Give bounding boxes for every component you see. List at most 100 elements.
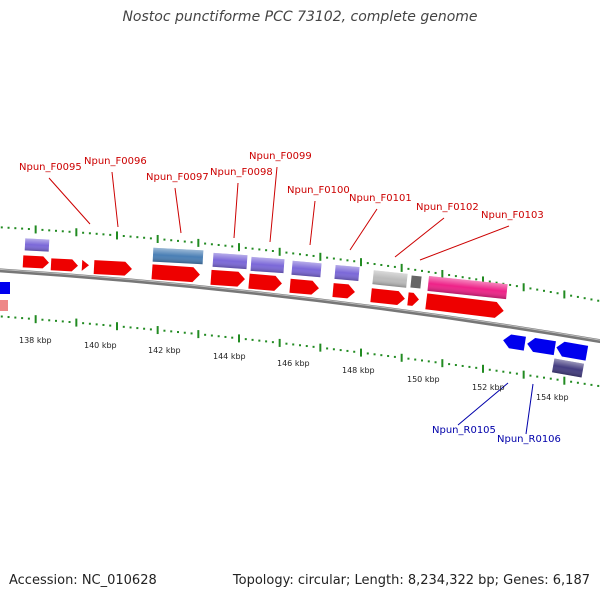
minor-tick (285, 342, 288, 345)
minor-tick (407, 357, 410, 360)
cds-arrow[interactable] (50, 258, 79, 272)
minor-tick (102, 323, 105, 326)
cds-arrow[interactable] (289, 278, 319, 295)
cds-arrow[interactable] (332, 283, 355, 299)
cds-arrow-reverse[interactable] (502, 333, 526, 351)
minor-tick (109, 324, 112, 327)
cds-arrow[interactable] (22, 255, 50, 269)
gene-label-reverse[interactable]: Npun_R0106 (497, 434, 561, 445)
minor-tick (509, 283, 512, 286)
cds-arrow[interactable] (210, 269, 245, 287)
minor-tick (326, 347, 329, 350)
major-tick (563, 376, 566, 385)
cds-arrow[interactable] (370, 288, 405, 306)
minor-tick (231, 245, 234, 248)
minor-tick (204, 242, 207, 245)
major-tick (197, 238, 200, 247)
cds-arrow[interactable] (248, 273, 282, 292)
tick-label: 150 kbp (407, 375, 440, 384)
minor-tick (312, 254, 315, 257)
minor-tick (461, 364, 464, 367)
gene-label-forward[interactable]: Npun_F0100 (287, 185, 350, 196)
minor-tick (339, 258, 342, 261)
major-tick (34, 225, 37, 234)
genome-backbone-highlight (0, 268, 600, 341)
gene-box[interactable] (291, 260, 322, 278)
gene-box[interactable] (334, 264, 360, 282)
minor-tick (244, 246, 247, 249)
minor-tick (590, 383, 593, 386)
minor-tick (576, 295, 579, 298)
minor-tick (583, 297, 586, 300)
minor-tick (265, 249, 268, 252)
minor-tick (543, 376, 545, 379)
gene-box[interactable] (427, 275, 508, 300)
minor-tick (597, 384, 600, 387)
major-tick (156, 326, 159, 335)
gene-label-forward[interactable]: Npun_F0097 (146, 172, 209, 183)
gene-label-forward[interactable]: Npun_F0101 (349, 193, 412, 204)
minor-tick (224, 335, 227, 338)
cds-arrow-reverse[interactable] (0, 282, 10, 294)
leader-line (174, 187, 182, 234)
minor-tick (393, 265, 396, 268)
minor-tick (529, 287, 532, 290)
gene-box[interactable] (410, 275, 422, 289)
leader-line (394, 217, 445, 258)
major-tick (482, 364, 484, 373)
gene-box[interactable] (24, 238, 50, 252)
gene-box[interactable] (552, 358, 584, 378)
gene-box[interactable] (212, 252, 248, 270)
minor-tick (102, 233, 105, 236)
minor-tick (353, 350, 356, 353)
minor-tick (177, 331, 179, 334)
gene-box[interactable] (250, 256, 285, 274)
label-leader-lines (48, 166, 534, 435)
gene-box[interactable] (152, 247, 204, 265)
minor-tick (373, 353, 376, 356)
minor-tick (61, 230, 64, 233)
minor-tick (434, 271, 437, 274)
gene-label-forward[interactable]: Npun_F0095 (19, 162, 82, 173)
cds-arrow[interactable] (151, 264, 201, 283)
gene-label-forward[interactable]: Npun_F0098 (210, 167, 273, 178)
cds-arrow[interactable] (81, 259, 90, 271)
minor-tick (543, 289, 545, 292)
cds-arrow-reverse[interactable] (555, 341, 589, 361)
gene-label-forward[interactable]: Npun_F0099 (249, 151, 312, 162)
minor-tick (190, 241, 193, 244)
major-tick (278, 338, 281, 347)
minor-tick (27, 228, 30, 231)
minor-tick (82, 231, 85, 234)
minor-tick (183, 331, 186, 334)
gene-box[interactable] (0, 300, 8, 311)
cds-arrow[interactable] (425, 293, 504, 318)
minor-tick (380, 263, 383, 266)
major-tick (319, 252, 322, 261)
gene-label-forward[interactable]: Npun_F0103 (481, 210, 544, 221)
upper-dotted-ring (0, 225, 600, 302)
major-tick (360, 258, 362, 267)
minor-tick (570, 380, 573, 383)
leader-line (457, 382, 509, 426)
tick-label: 154 kbp (536, 393, 569, 402)
major-tick (75, 228, 78, 237)
gene-label-forward[interactable]: Npun_F0096 (84, 156, 147, 167)
gene-label-forward[interactable]: Npun_F0102 (416, 202, 479, 213)
minor-tick (332, 257, 335, 260)
tick-label: 142 kbp (148, 346, 181, 355)
minor-tick (0, 315, 3, 318)
leader-line (233, 182, 239, 239)
major-tick (75, 318, 78, 327)
minor-tick (122, 235, 125, 238)
gene-box[interactable] (372, 270, 408, 288)
minor-tick (326, 256, 329, 259)
cds-arrow[interactable] (93, 260, 133, 276)
cds-arrow-reverse[interactable] (526, 337, 556, 356)
cds-arrow[interactable] (407, 292, 419, 306)
minor-tick (7, 316, 10, 319)
gene-label-reverse[interactable]: Npun_R0105 (432, 425, 496, 436)
minor-tick (183, 240, 186, 243)
minor-tick (346, 349, 349, 352)
